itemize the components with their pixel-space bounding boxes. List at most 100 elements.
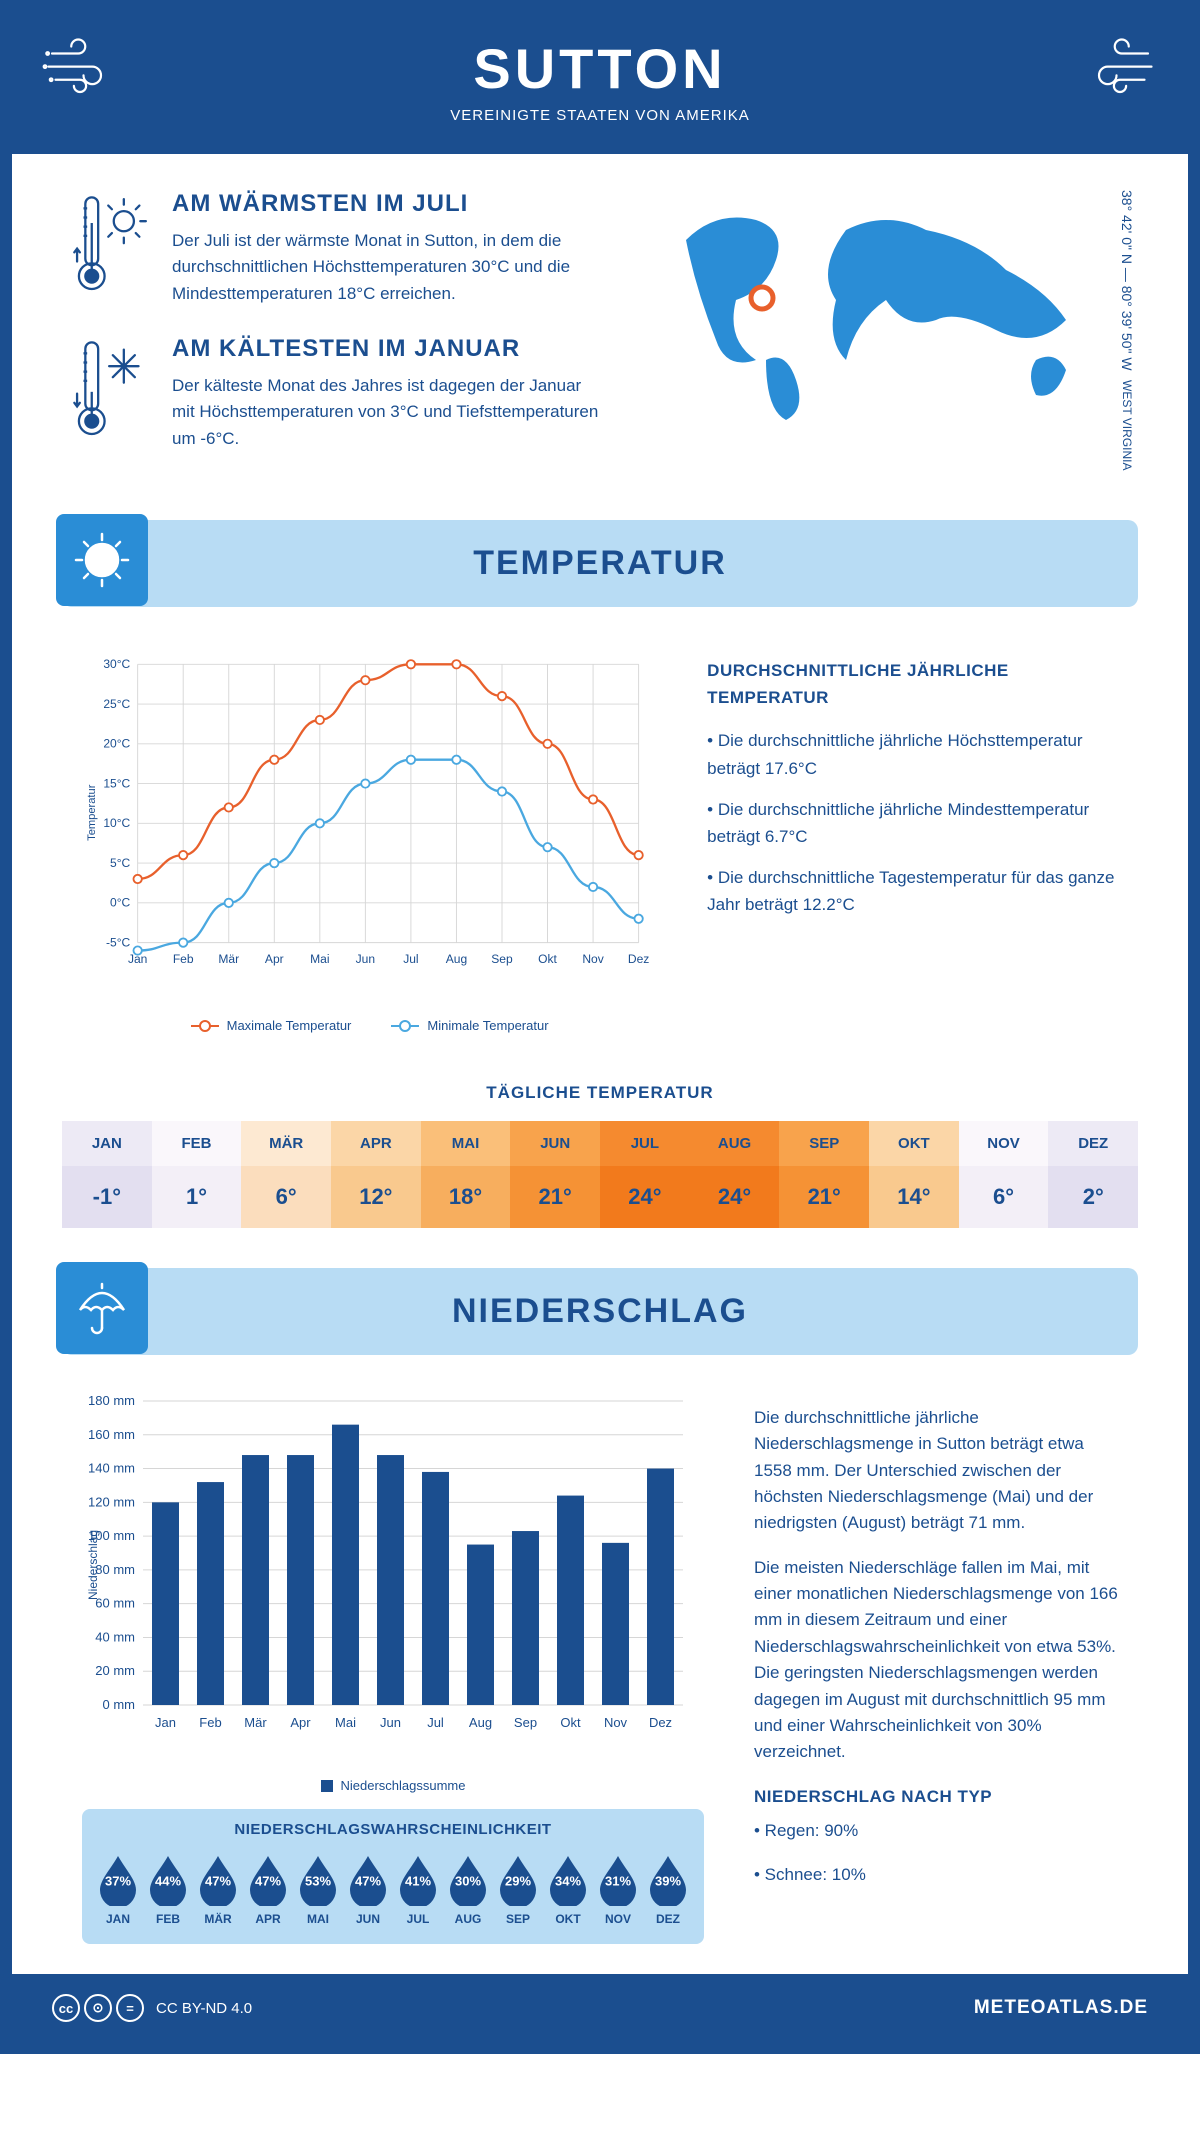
license-text: CC BY-ND 4.0 [156,2000,252,2017]
svg-text:30°C: 30°C [103,657,130,671]
probability-cell: 34%OKT [546,1852,590,1926]
precipitation-bar-chart: 0 mm20 mm40 mm60 mm80 mm100 mm120 mm140 … [82,1385,704,1793]
daily-cell: AUG24° [690,1121,780,1228]
coldest-block: AM KÄLTESTEN IM JANUAR Der kälteste Mona… [72,335,604,452]
probability-cell: 47%APR [246,1852,290,1926]
intro-text-blocks: AM WÄRMSTEN IM JULI Der Juli ist der wär… [72,190,604,480]
temperature-line-chart: -5°C0°C5°C10°C15°C20°C25°C30°CJanFebMärA… [82,637,657,1033]
daily-cell: JAN-1° [62,1121,152,1228]
prob-title: NIEDERSCHLAGSWAHRSCHEINLICHKEIT [96,1821,690,1838]
precipitation-section: 0 mm20 mm40 mm60 mm80 mm100 mm120 mm140 … [12,1385,1188,1974]
daily-cell: APR12° [331,1121,421,1228]
svg-text:140 mm: 140 mm [88,1461,135,1476]
legend-min-label: Minimale Temperatur [427,1018,548,1033]
svg-text:15°C: 15°C [103,776,130,790]
svg-text:Apr: Apr [265,952,284,966]
legend-max-label: Maximale Temperatur [227,1018,352,1033]
nd-icon: = [116,1994,144,2022]
warmest-text: Der Juli ist der wärmste Monat in Sutton… [172,228,604,307]
precip-legend-label: Niederschlagssumme [341,1778,466,1793]
probability-cell: 41%JUL [396,1852,440,1926]
svg-text:Dez: Dez [628,952,649,966]
daily-cell: DEZ2° [1048,1121,1138,1228]
probability-cell: 47%JUN [346,1852,390,1926]
daily-cell: MÄR6° [241,1121,331,1228]
svg-text:20 mm: 20 mm [95,1663,135,1678]
svg-text:Nov: Nov [604,1715,628,1730]
umbrella-icon [56,1262,148,1354]
svg-text:Dez: Dez [649,1715,672,1730]
temperature-banner-title: TEMPERATUR [86,544,1114,583]
svg-text:Jan: Jan [155,1715,176,1730]
temperature-banner: TEMPERATUR [62,520,1138,607]
svg-text:Jul: Jul [403,952,418,966]
svg-text:Feb: Feb [199,1715,221,1730]
warmest-block: AM WÄRMSTEN IM JULI Der Juli ist der wär… [72,190,604,307]
cc-icons: cc ⊙ = [52,1994,144,2022]
by-icon: ⊙ [84,1994,112,2022]
temp-info-b2: • Die durchschnittliche jährliche Mindes… [707,796,1118,850]
svg-text:20°C: 20°C [103,737,130,751]
svg-text:10°C: 10°C [103,816,130,830]
precipitation-banner-title: NIEDERSCHLAG [86,1292,1114,1331]
probability-cell: 31%NOV [596,1852,640,1926]
cc-icon: cc [52,1994,80,2022]
page-subtitle: VEREINIGTE STAATEN VON AMERIKA [32,107,1168,124]
probability-cell: 37%JAN [96,1852,140,1926]
temp-info-title: DURCHSCHNITTLICHE JÄHRLICHE TEMPERATUR [707,657,1118,711]
svg-text:160 mm: 160 mm [88,1427,135,1442]
svg-text:Jun: Jun [356,952,375,966]
svg-text:Jul: Jul [427,1715,444,1730]
coldest-title: AM KÄLTESTEN IM JANUAR [172,335,604,363]
svg-text:180 mm: 180 mm [88,1393,135,1408]
intro-section: AM WÄRMSTEN IM JULI Der Juli ist der wär… [12,154,1188,510]
infographic-page: SUTTON VEREINIGTE STAATEN VON AMERIKA AM… [0,0,1200,2054]
svg-text:Apr: Apr [290,1715,311,1730]
daily-cell: NOV6° [959,1121,1049,1228]
daily-cell: SEP21° [779,1121,869,1228]
svg-text:5°C: 5°C [110,856,131,870]
svg-text:Aug: Aug [446,952,467,966]
svg-text:120 mm: 120 mm [88,1494,135,1509]
daily-cell: JUL24° [600,1121,690,1228]
warmest-title: AM WÄRMSTEN IM JULI [172,190,604,218]
svg-text:0 mm: 0 mm [103,1697,136,1712]
wind-icon [1068,36,1158,111]
precip-text2: Die meisten Niederschläge fallen im Mai,… [754,1555,1118,1766]
svg-text:Mai: Mai [335,1715,356,1730]
precipitation-legend: Niederschlagssumme [82,1778,704,1793]
footer-site: METEOATLAS.DE [974,1997,1148,2019]
probability-cell: 44%FEB [146,1852,190,1926]
daily-cell: FEB1° [152,1121,242,1228]
coords-text: 38° 42' 0" N — 80° 39' 50" W [1119,190,1135,371]
svg-text:Okt: Okt [560,1715,581,1730]
header-banner: SUTTON VEREINIGTE STAATEN VON AMERIKA [12,12,1188,154]
temperature-section: -5°C0°C5°C10°C15°C20°C25°C30°CJanFebMärA… [12,637,1188,1053]
temp-info-b1: • Die durchschnittliche jährliche Höchst… [707,727,1118,781]
probability-cell: 39%DEZ [646,1852,690,1926]
thermometer-snow-icon [72,335,150,452]
coordinates-label: 38° 42' 0" N — 80° 39' 50" W WEST VIRGIN… [1116,190,1138,471]
svg-text:-5°C: -5°C [106,935,131,949]
daily-temp-grid: JAN-1°FEB1°MÄR6°APR12°MAI18°JUN21°JUL24°… [62,1121,1138,1228]
svg-text:60 mm: 60 mm [95,1596,135,1611]
svg-text:Sep: Sep [491,952,513,966]
daily-cell: JUN21° [510,1121,600,1228]
thermometer-sun-icon [72,190,150,307]
precip-type-b1: • Regen: 90% [754,1818,1118,1844]
page-title: SUTTON [32,36,1168,101]
wind-icon [42,36,132,111]
svg-text:Mai: Mai [310,952,329,966]
svg-text:Temperatur: Temperatur [86,784,98,841]
svg-text:Sep: Sep [514,1715,537,1730]
footer: cc ⊙ = CC BY-ND 4.0 METEOATLAS.DE [12,1974,1188,2042]
precipitation-left: 0 mm20 mm40 mm60 mm80 mm100 mm120 mm140 … [82,1385,704,1944]
precipitation-banner: NIEDERSCHLAG [62,1268,1138,1355]
svg-text:Niederschlag: Niederschlag [86,1530,100,1600]
svg-text:Mär: Mär [244,1715,267,1730]
svg-text:80 mm: 80 mm [95,1562,135,1577]
svg-text:Aug: Aug [469,1715,492,1730]
svg-text:Nov: Nov [582,952,603,966]
svg-text:25°C: 25°C [103,697,130,711]
svg-text:Mär: Mär [218,952,239,966]
